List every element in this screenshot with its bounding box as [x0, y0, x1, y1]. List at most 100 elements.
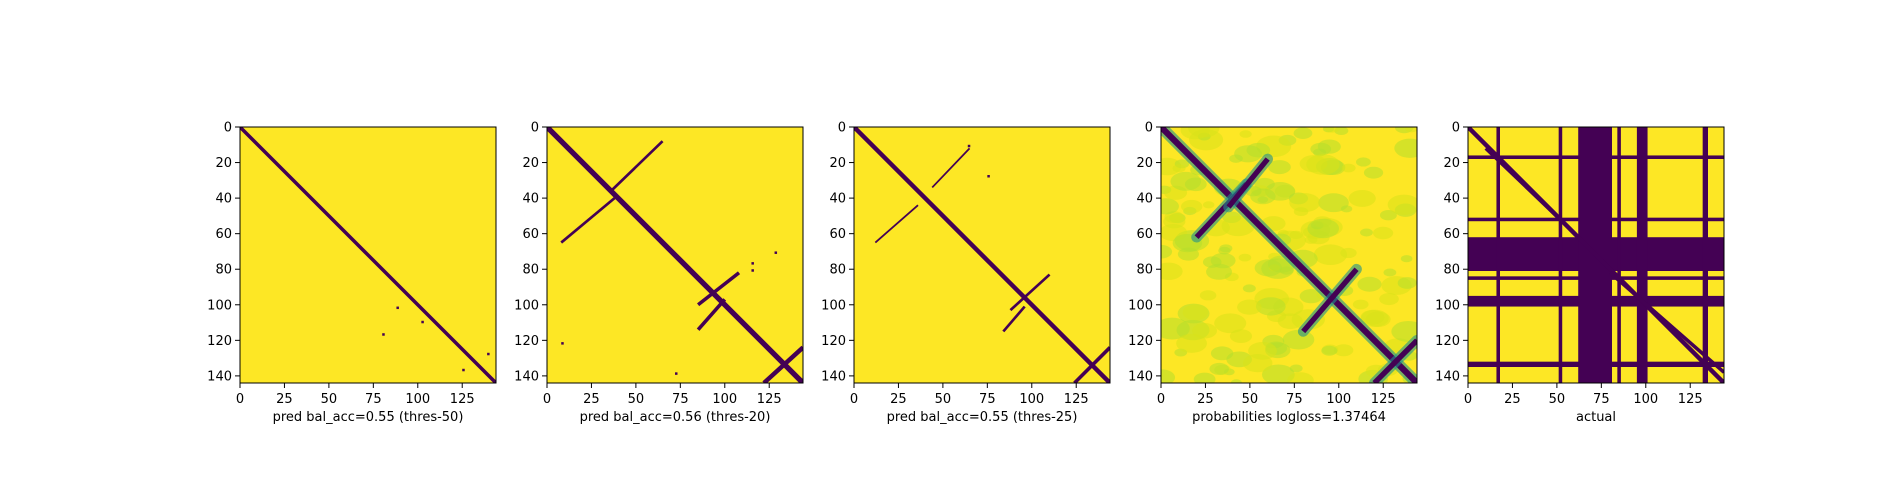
axes-frame [853, 126, 1111, 384]
y-tick-label: 40 [1443, 192, 1460, 207]
y-tick-label: 80 [215, 263, 232, 278]
contact-band [1609, 271, 1724, 374]
y-tick-label: 140 [1435, 369, 1460, 384]
y-tick-label: 140 [1128, 369, 1153, 384]
probability-blob [1248, 341, 1277, 360]
x-tick-label: 75 [1593, 392, 1610, 407]
probability-blob [1268, 160, 1291, 175]
contact-band [1226, 157, 1270, 209]
probability-blob [1239, 130, 1252, 138]
x-tick-label: 0 [850, 392, 858, 407]
probability-blob [1341, 163, 1356, 173]
y-tick-label: 40 [522, 192, 539, 207]
x-axis-label: actual [1576, 410, 1616, 425]
contact-speck [396, 306, 399, 310]
probability-blob [1313, 244, 1348, 265]
contact-speck [751, 262, 754, 265]
y-tick-label: 140 [207, 369, 232, 384]
probability-blob [1161, 198, 1179, 215]
y-tick-label: 40 [1136, 192, 1153, 207]
x-tick-label: 125 [450, 392, 475, 407]
x-tick-label: 125 [1678, 392, 1703, 407]
y-tick-label: 0 [1452, 121, 1460, 136]
probability-blob [1180, 127, 1210, 140]
probability-blob [1352, 299, 1369, 310]
y-tick-label: 60 [1443, 227, 1460, 242]
probability-blob [1405, 127, 1417, 133]
probability-blob [1333, 344, 1354, 357]
contact-speck [987, 175, 990, 178]
probability-blob [1161, 244, 1173, 259]
y-tick-label: 40 [215, 192, 232, 207]
contact-band [610, 140, 664, 192]
x-tick-label: 75 [365, 392, 382, 407]
probability-blob [1161, 262, 1183, 281]
probability-blob [1307, 218, 1340, 239]
probability-blob [1261, 364, 1295, 383]
contact-column-band [1702, 127, 1708, 383]
axes-frame [239, 126, 497, 384]
contact-band [1009, 273, 1051, 312]
y-tick-label: 120 [1128, 334, 1153, 349]
x-tick-label: 50 [628, 392, 645, 407]
y-tick-label: 20 [829, 156, 846, 171]
probability-blob [1387, 194, 1417, 215]
y-tick-label: 100 [207, 298, 232, 313]
x-tick-label: 50 [1549, 392, 1566, 407]
x-tick-label: 125 [1064, 392, 1089, 407]
y-tick-label: 0 [531, 121, 539, 136]
x-tick-label: 50 [935, 392, 952, 407]
heatmap-cells [547, 127, 803, 383]
contact-band [931, 147, 971, 189]
x-tick-label: 0 [543, 392, 551, 407]
x-tick-label: 0 [1464, 392, 1472, 407]
y-tick-label: 120 [207, 334, 232, 349]
probability-blob [1397, 277, 1417, 289]
probability-blob [1357, 276, 1382, 292]
probability-blob [1192, 323, 1218, 339]
probability-blob [1379, 209, 1397, 221]
probability-blob [1360, 228, 1373, 237]
contact-speck [774, 251, 778, 254]
heatmap-panel-2: 0 25 50 75 100 125 0 20 40 60 80 100 120 140 pred bal_… [514, 121, 804, 425]
probability-blob [1250, 188, 1276, 205]
x-tick-label: 0 [236, 392, 244, 407]
x-tick-label: 125 [757, 392, 782, 407]
probability-blob [1202, 201, 1215, 209]
probability-blob [1182, 304, 1208, 321]
axes-frame [1467, 126, 1725, 384]
y-tick-label: 140 [821, 369, 846, 384]
y-tick-label: 80 [829, 263, 846, 278]
probability-blob [1363, 166, 1384, 179]
contact-column-band [1558, 127, 1563, 383]
probability-blob [1255, 297, 1286, 316]
contact-band [1301, 267, 1359, 334]
contact-band [762, 345, 803, 383]
probability-blob [1306, 154, 1340, 175]
probability-blob [1161, 317, 1190, 340]
contact-speck [751, 269, 754, 272]
x-tick-label: 125 [1371, 392, 1396, 407]
probability-blob [1180, 199, 1203, 214]
y-tick-label: 60 [829, 227, 846, 242]
probability-blob [1242, 284, 1256, 293]
contact-column-band [1496, 127, 1500, 383]
probability-blob [1237, 299, 1262, 315]
x-axis-label: pred bal_acc=0.56 (thres-20) [580, 410, 771, 425]
heatmap-cells [240, 127, 496, 383]
contact-speck [675, 372, 678, 375]
contact-diagonal [240, 127, 496, 383]
probability-blob [1229, 329, 1253, 343]
contact-speck [382, 333, 385, 336]
contact-diagonal [547, 127, 803, 383]
y-tick-label: 120 [821, 334, 846, 349]
probability-blob [1206, 263, 1232, 280]
x-tick-label: 100 [1633, 392, 1658, 407]
heatmap-cells [1161, 127, 1417, 383]
probability-blob [1379, 292, 1399, 306]
probability-blob [1383, 268, 1397, 277]
x-tick-label: 75 [672, 392, 689, 407]
heatmap-cells [1468, 127, 1724, 383]
axes-frame [546, 126, 804, 384]
